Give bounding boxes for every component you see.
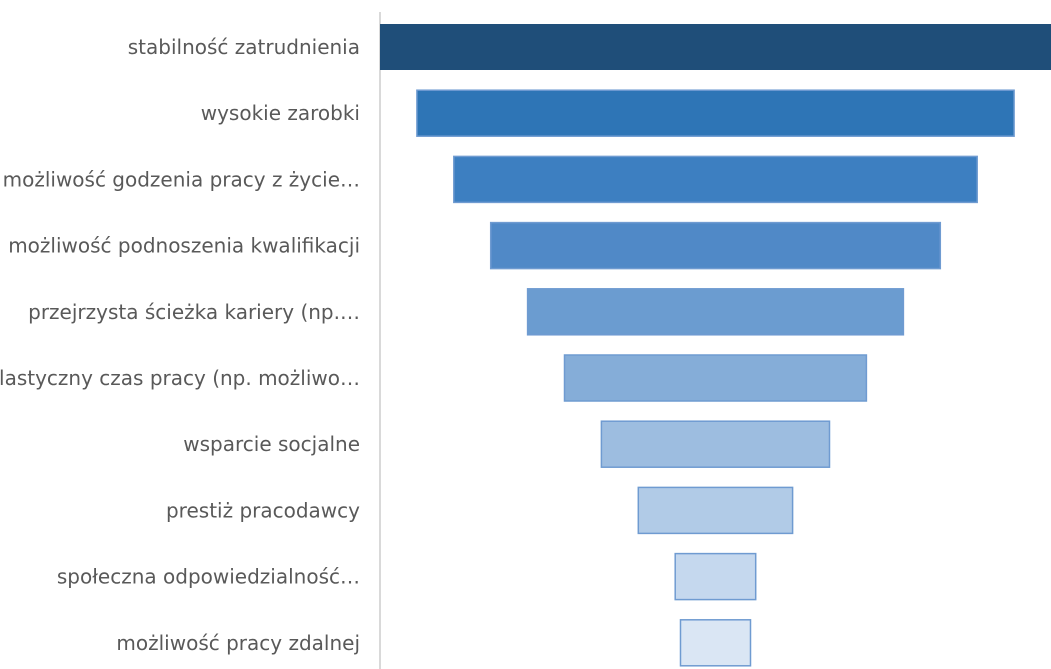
funnel-bar: [600, 420, 831, 468]
category-label: możliwość pracy zdalnej: [116, 631, 360, 655]
funnel-bar: [674, 552, 757, 601]
funnel-bar: [637, 486, 794, 535]
category-labels-layer: stabilność zatrudnienia wysokie zarobki mo…: [0, 35, 360, 655]
funnel-bar: [679, 619, 752, 667]
category-label: stabilność zatrudnienia: [128, 35, 360, 59]
category-label: możliwość podnoszenia kwalifikacji: [8, 234, 360, 258]
funnel-bar: [526, 288, 905, 336]
category-label: elastyczny czas pracy (np. możliwo…: [0, 366, 360, 390]
category-label: społeczna odpowiedzialność…: [57, 565, 360, 589]
bars-layer: [380, 24, 1051, 667]
funnel-bar: [453, 155, 978, 204]
category-label: wysokie zarobki: [201, 101, 360, 125]
funnel-bar: [489, 221, 942, 270]
funnel-bar: [380, 24, 1051, 70]
funnel-bar: [416, 89, 1015, 137]
category-label: wsparcie socjalne: [183, 432, 360, 456]
category-label: prestiż pracodawcy: [166, 498, 360, 522]
category-label: przejrzysta ścieżka kariery (np.…: [28, 300, 360, 324]
funnel-bar: [563, 354, 868, 402]
category-label: możliwość godzenia pracy z życie…: [3, 167, 360, 191]
